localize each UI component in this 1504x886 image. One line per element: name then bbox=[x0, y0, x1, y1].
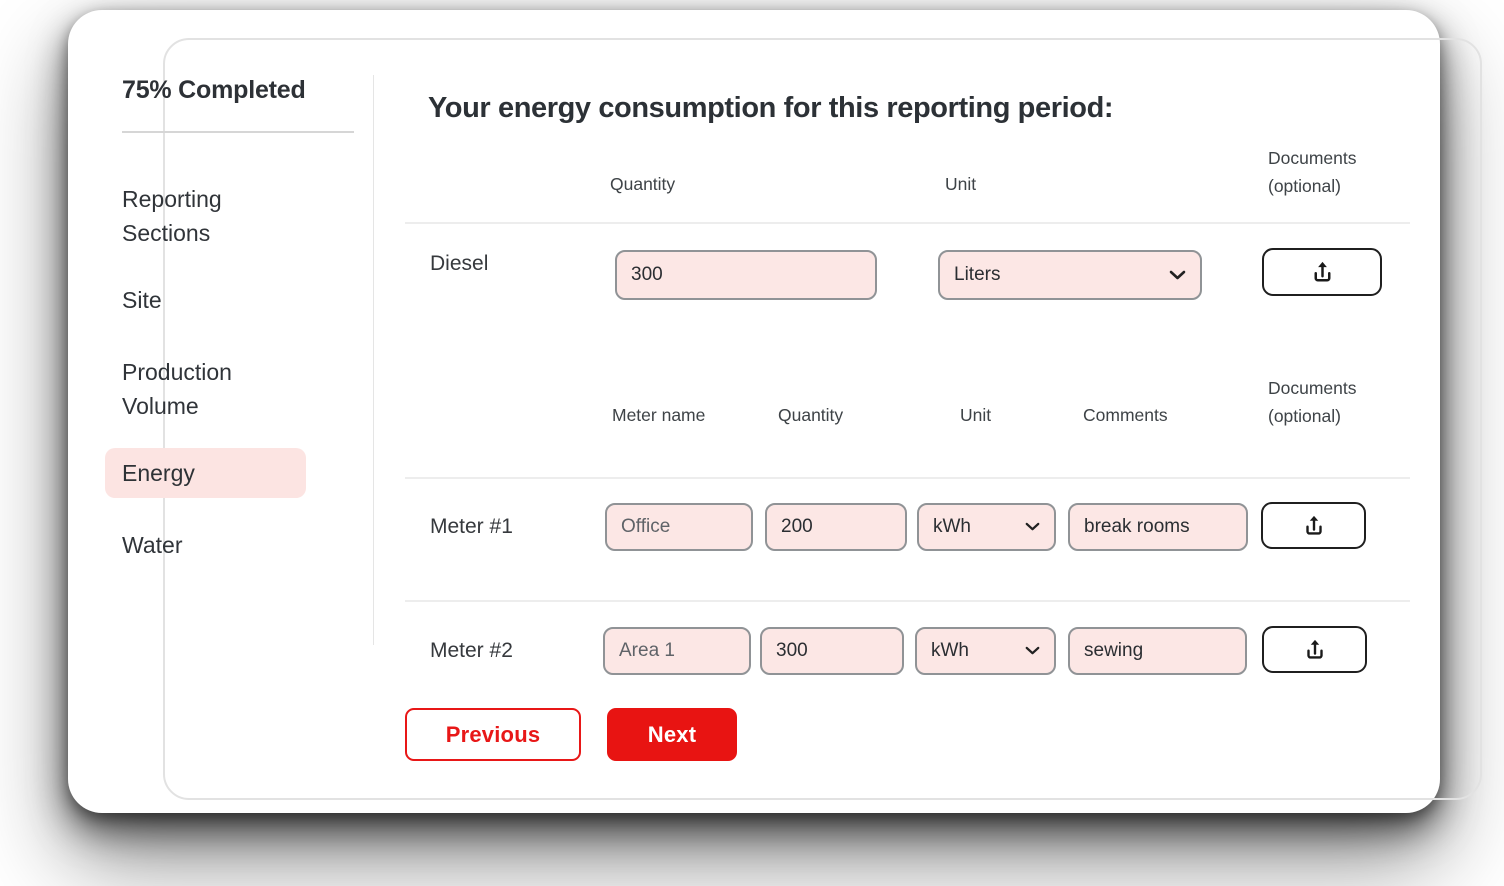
meter2-quantity-input[interactable] bbox=[760, 627, 904, 675]
meter2-row-label: Meter #2 bbox=[430, 639, 513, 662]
meter2-name-input[interactable] bbox=[603, 627, 751, 675]
chevron-down-icon bbox=[1169, 270, 1186, 279]
row-divider bbox=[405, 600, 1410, 602]
diesel-unit-value: Liters bbox=[954, 264, 1001, 285]
sidebar-item-energy[interactable]: Energy bbox=[105, 448, 306, 498]
meter2-comments-input[interactable] bbox=[1068, 627, 1247, 675]
diesel-quantity-input[interactable] bbox=[615, 250, 877, 300]
previous-button[interactable]: Previous bbox=[405, 708, 581, 761]
fuel-col-quantity: Quantity bbox=[610, 174, 676, 194]
meter1-unit-select[interactable]: kWh bbox=[917, 503, 1056, 551]
page-title: Your energy consumption for this reporti… bbox=[428, 92, 1114, 124]
fuel-col-unit: Unit bbox=[945, 174, 977, 194]
upload-icon bbox=[1306, 639, 1323, 659]
meter-col-name: Meter name bbox=[612, 405, 706, 425]
meter1-upload-button[interactable] bbox=[1261, 502, 1366, 549]
next-button[interactable]: Next bbox=[607, 708, 737, 761]
meter1-comments-input[interactable] bbox=[1068, 503, 1248, 551]
upload-icon bbox=[1314, 261, 1330, 281]
meter-col-documents-line1: Documents bbox=[1268, 378, 1357, 398]
meter-col-documents: Documents (optional) bbox=[1268, 374, 1388, 430]
row-divider bbox=[405, 477, 1410, 479]
sidebar-item-production-volume[interactable]: Production Volume bbox=[122, 359, 232, 419]
meter1-row-label: Meter #1 bbox=[430, 515, 513, 538]
chevron-down-icon bbox=[1025, 522, 1040, 531]
fuel-col-documents-line2: (optional) bbox=[1268, 176, 1341, 196]
meter1-quantity-input[interactable] bbox=[765, 503, 907, 551]
row-divider bbox=[405, 222, 1410, 224]
meter1-name-input[interactable] bbox=[605, 503, 753, 551]
meter2-upload-button[interactable] bbox=[1262, 626, 1367, 673]
meter2-unit-select[interactable]: kWh bbox=[915, 627, 1056, 675]
diesel-unit-select[interactable]: Liters bbox=[938, 250, 1202, 300]
meter-col-documents-line2: (optional) bbox=[1268, 406, 1341, 426]
upload-icon bbox=[1305, 515, 1322, 535]
meter-col-unit: Unit bbox=[960, 405, 992, 425]
progress-label: 75% Completed bbox=[122, 76, 306, 104]
progress-divider bbox=[122, 131, 354, 133]
diesel-upload-button[interactable] bbox=[1262, 248, 1382, 296]
sidebar-item-site[interactable]: Site bbox=[122, 287, 162, 313]
meter1-unit-value: kWh bbox=[933, 516, 971, 537]
report-card bbox=[68, 10, 1482, 813]
sidebar-item-reporting-sections[interactable]: Reporting Sections bbox=[122, 186, 222, 246]
diesel-row-label: Diesel bbox=[430, 252, 489, 275]
sidebar-content-divider bbox=[373, 75, 374, 645]
fuel-col-documents: Documents (optional) bbox=[1268, 144, 1388, 200]
meter-col-quantity: Quantity bbox=[778, 405, 844, 425]
fuel-col-documents-line1: Documents bbox=[1268, 148, 1357, 168]
sidebar-item-energy-label: Energy bbox=[122, 460, 195, 486]
meter2-unit-value: kWh bbox=[931, 640, 969, 661]
meter-col-comments: Comments bbox=[1083, 405, 1168, 425]
sidebar-item-water[interactable]: Water bbox=[122, 532, 183, 558]
chevron-down-icon bbox=[1025, 646, 1040, 655]
